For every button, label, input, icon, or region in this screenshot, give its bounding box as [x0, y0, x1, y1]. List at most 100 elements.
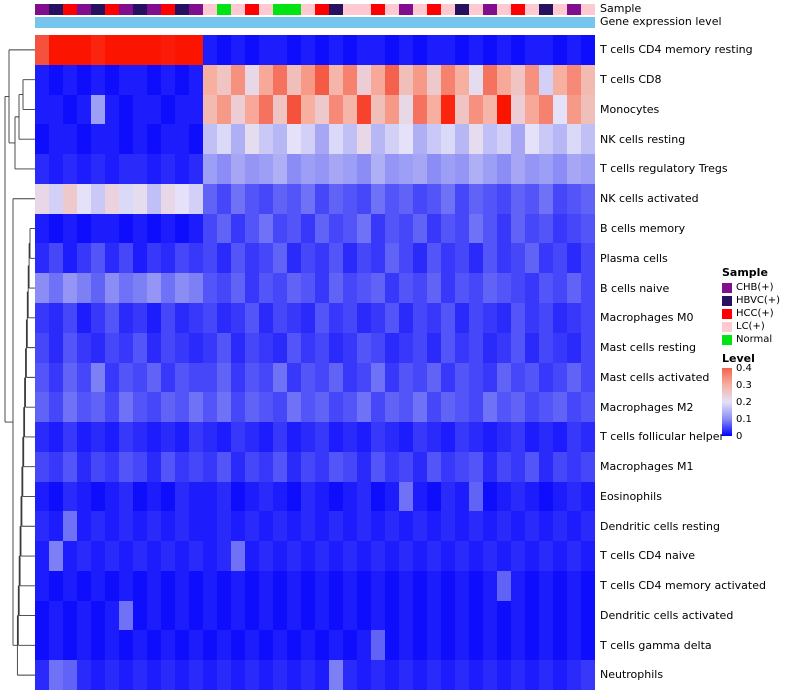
sample-annotation-block	[427, 4, 441, 15]
heatmap-cell	[399, 124, 413, 155]
heatmap-cell	[203, 213, 217, 244]
heatmap-cell	[455, 302, 469, 333]
sample-legend-swatch	[722, 295, 732, 306]
heatmap-cell	[371, 422, 385, 452]
heatmap-cell	[385, 332, 399, 363]
sample-annotation-block	[385, 4, 399, 15]
heatmap-cell	[525, 213, 539, 244]
heatmap-cell	[301, 541, 315, 571]
heatmap-cell	[511, 213, 525, 244]
heatmap-cell	[63, 660, 77, 690]
heatmap-cell	[147, 570, 161, 601]
heatmap-cell	[259, 541, 273, 571]
heatmap-cell	[189, 35, 203, 65]
heatmap-cell	[343, 64, 357, 95]
heatmap-cell	[427, 35, 441, 65]
heatmap-cell	[553, 243, 567, 274]
heatmap-cell	[147, 35, 161, 65]
heatmap-cell	[553, 570, 567, 601]
heatmap-cell	[245, 302, 259, 333]
row-label: T cells gamma delta	[600, 638, 712, 652]
sample-legend-item: CHB(+)	[722, 282, 780, 293]
heatmap-cell	[245, 570, 259, 601]
heatmap-cell	[49, 481, 63, 512]
heatmap-cell	[259, 183, 273, 214]
level-tick-label: 0.1	[736, 414, 752, 425]
heatmap-cell	[105, 332, 119, 363]
heatmap-cell	[119, 124, 133, 155]
heatmap-cell	[301, 332, 315, 363]
heatmap-cell	[231, 422, 245, 452]
row-label: Monocytes	[600, 102, 660, 116]
heatmap-cell	[455, 570, 469, 601]
heatmap-cell	[343, 570, 357, 601]
row-label: T cells CD4 memory resting	[600, 43, 753, 57]
row-label: NK cells activated	[600, 192, 699, 206]
heatmap-cell	[133, 392, 147, 423]
heatmap-cell	[525, 35, 539, 65]
heatmap-cell	[525, 124, 539, 155]
sample-legend-swatch	[722, 321, 732, 332]
heatmap-cell	[567, 302, 581, 333]
heatmap-cell	[581, 35, 595, 65]
heatmap-cell	[63, 154, 77, 184]
heatmap-cell	[455, 273, 469, 303]
heatmap-cell	[399, 600, 413, 631]
level-legend-title: Level	[722, 352, 755, 365]
heatmap-cell	[427, 154, 441, 184]
heatmap-cell	[483, 332, 497, 363]
heatmap-cell	[357, 362, 371, 393]
heatmap-cell	[455, 422, 469, 452]
heatmap-cell	[357, 570, 371, 601]
heatmap-cell	[511, 124, 525, 155]
heatmap-cell	[147, 511, 161, 542]
heatmap-cell	[581, 302, 595, 333]
heatmap-cell	[91, 422, 105, 452]
heatmap-cell	[77, 183, 91, 214]
heatmap-cell	[231, 213, 245, 244]
heatmap-cell	[553, 302, 567, 333]
heatmap-cell	[497, 124, 511, 155]
heatmap-cell	[441, 64, 455, 95]
heatmap-cell	[567, 154, 581, 184]
heatmap-cell	[35, 541, 49, 571]
heatmap-cell	[413, 570, 427, 601]
row-label: T cells CD4 memory activated	[600, 579, 766, 593]
heatmap-cell	[273, 64, 287, 95]
heatmap-cell	[231, 392, 245, 423]
heatmap-cell	[273, 154, 287, 184]
heatmap-cell	[385, 630, 399, 661]
heatmap-cell	[231, 94, 245, 125]
heatmap-cell	[497, 243, 511, 274]
heatmap-cell	[371, 124, 385, 155]
heatmap-cell	[427, 630, 441, 661]
heatmap-cell	[371, 511, 385, 542]
heatmap-cell	[469, 302, 483, 333]
level-tick-label: 0.3	[736, 380, 752, 391]
heatmap-cell	[357, 64, 371, 95]
heatmap-cell	[343, 35, 357, 65]
heatmap-cell	[455, 124, 469, 155]
heatmap-cell	[273, 570, 287, 601]
heatmap-cell	[385, 183, 399, 214]
heatmap-cell	[287, 600, 301, 631]
heatmap-cell	[525, 511, 539, 542]
heatmap-cell	[329, 392, 343, 423]
heatmap-cell	[441, 392, 455, 423]
heatmap-cell	[455, 94, 469, 125]
heatmap-cell	[581, 154, 595, 184]
level-tick-label: 0.2	[736, 397, 752, 408]
heatmap-cell	[525, 630, 539, 661]
heatmap-cell	[273, 630, 287, 661]
heatmap-cell	[161, 213, 175, 244]
heatmap-cell	[567, 660, 581, 690]
heatmap-cell	[189, 481, 203, 512]
row-label: B cells naive	[600, 281, 670, 295]
sample-legend-item: LC(+)	[722, 321, 780, 332]
heatmap-cell	[161, 600, 175, 631]
heatmap-cell	[469, 660, 483, 690]
heatmap-cell	[287, 35, 301, 65]
heatmap-cell	[161, 302, 175, 333]
heatmap-cell	[161, 481, 175, 512]
heatmap-cell	[203, 332, 217, 363]
